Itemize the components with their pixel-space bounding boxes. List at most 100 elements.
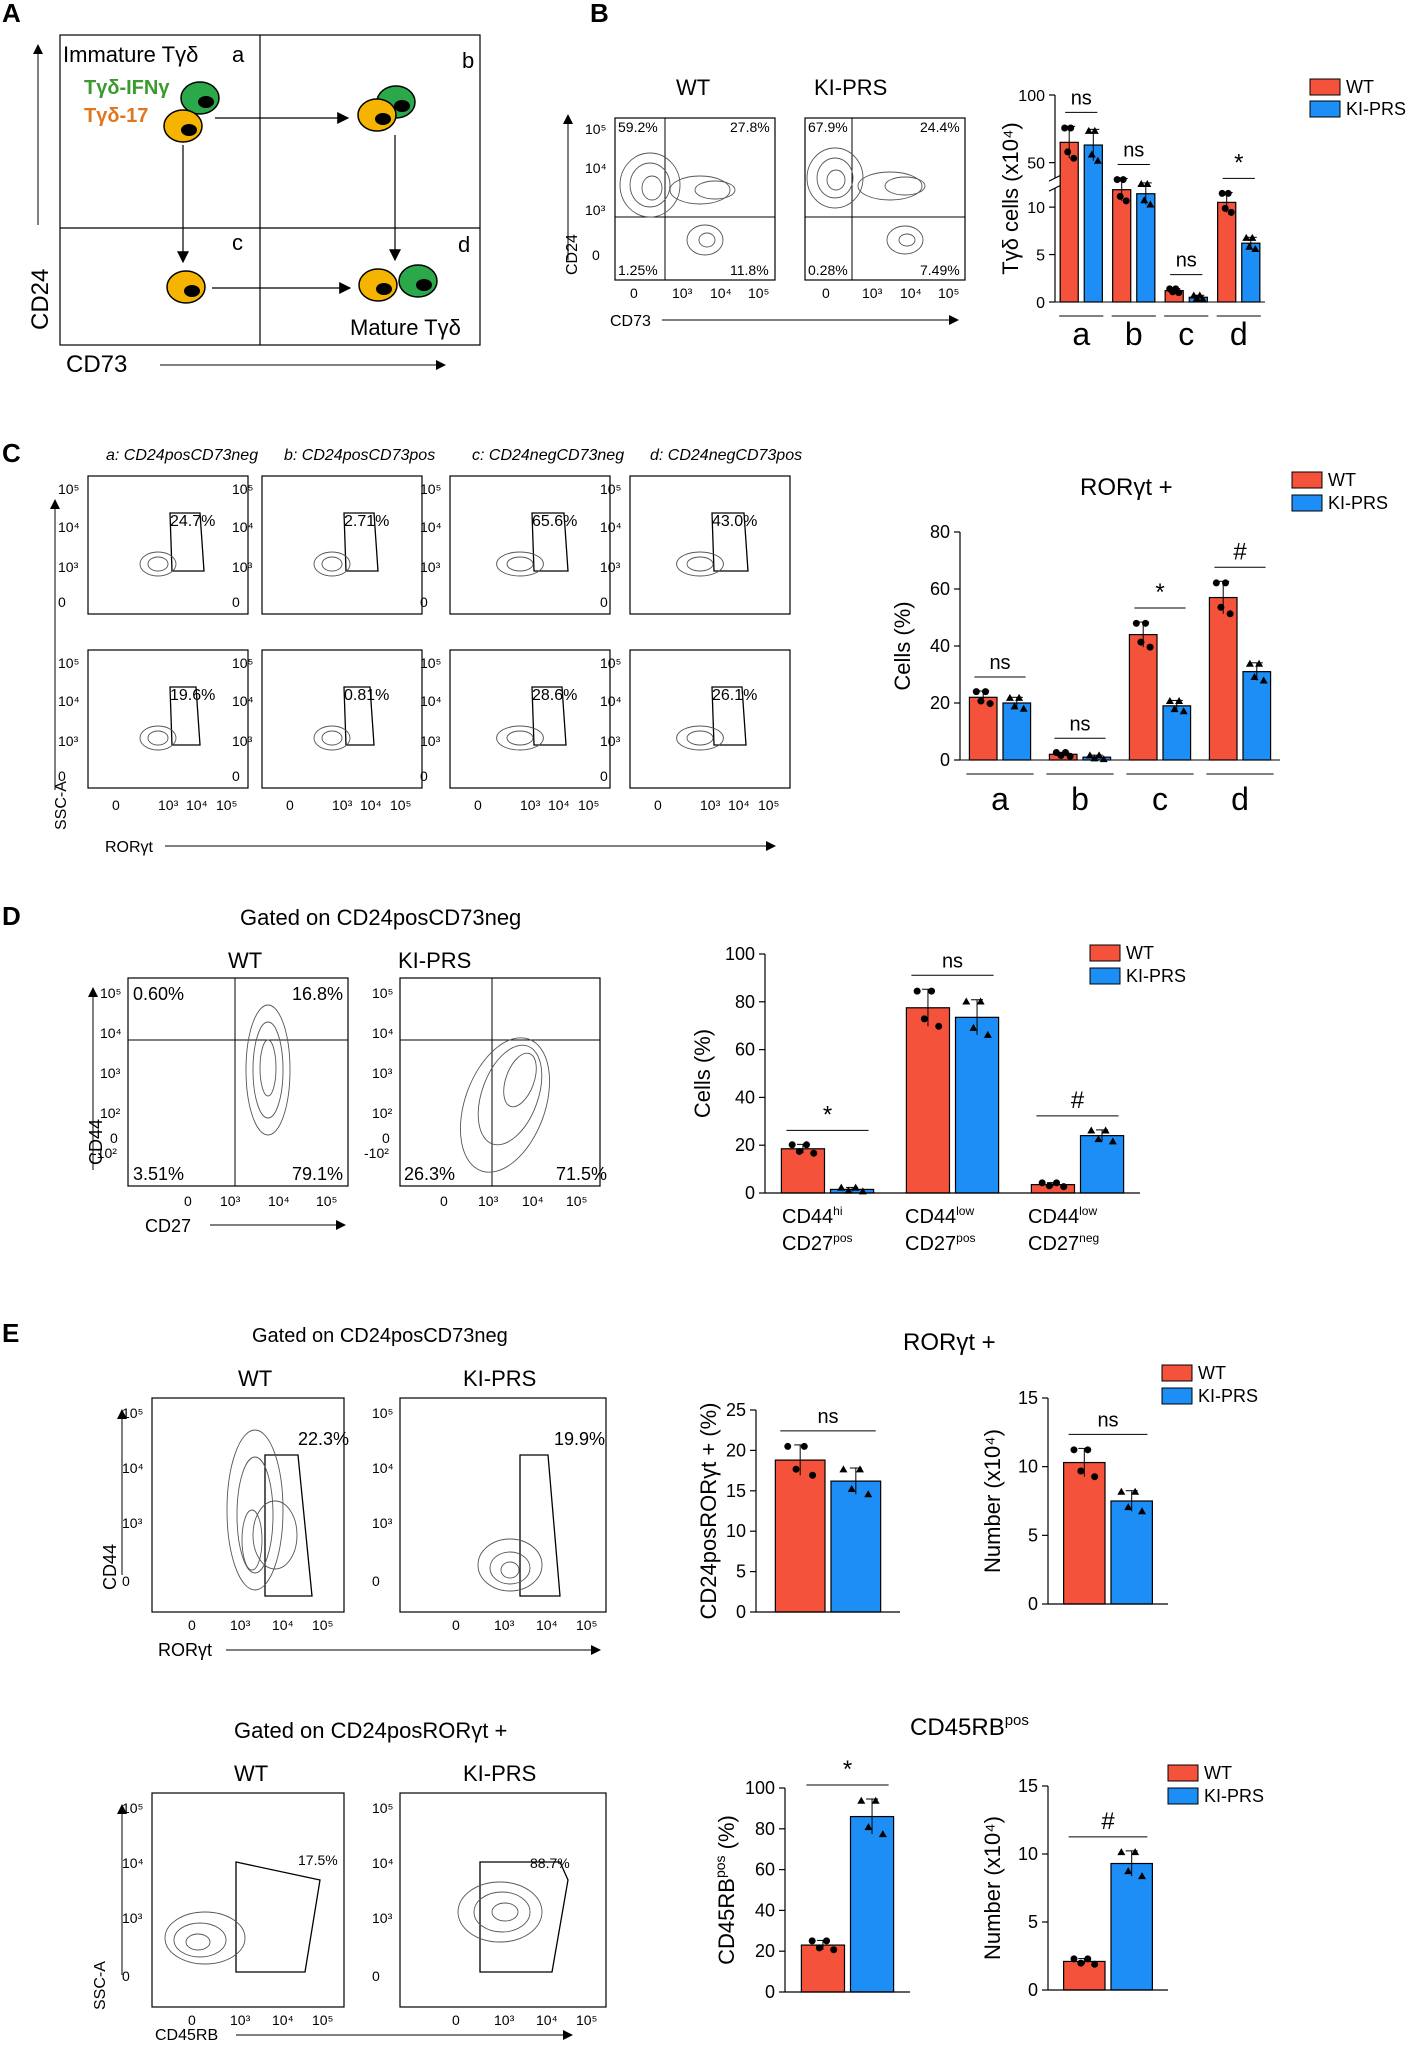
data-point [878,1830,887,1838]
data-point [792,1465,800,1473]
flow-e-xtick: 10⁵ [576,2012,597,2028]
flow-c-title-b: b: CD24posCD73pos [284,447,435,464]
legend-c-wt-swatch [1291,471,1323,489]
flow-d-wt-plot [127,977,349,1187]
flow-e-ytick: 0 [372,1573,380,1589]
flow-c-ytick: 10⁵ [600,655,621,671]
flow-d-ytick-0: 0 [110,1130,118,1146]
flow-b-wt-contours [619,152,736,256]
flow-c-ytick: 10³ [58,733,79,749]
flow-e-ytick: 10⁴ [372,1855,394,1871]
y-tick-label: 0 [940,750,950,770]
data-point [913,987,921,995]
flow-b-ki-xtick-103: 10³ [862,285,883,301]
flow-e1-wt-pct: 22.3% [298,1429,349,1449]
category-label: b [1125,316,1143,352]
flow-c-gate-a [169,512,205,572]
flow-c-title-c: c: CD24negCD73neg [472,447,624,464]
data-point [1179,707,1188,715]
flow-c-contour-inner-d [686,556,714,572]
y-tick-label: 100 [745,1778,775,1798]
flow-c-ytick: 10³ [232,559,253,575]
flow-c-ytick: 10⁴ [232,693,254,709]
flow-c-xtick: 10⁴ [360,797,382,813]
data-point [800,1442,808,1450]
y-axis-label: CD24posRORγt + (%) [696,1402,721,1619]
flow-c-ytick: 10⁵ [600,481,621,497]
flow-c-pct-b: 0.81% [344,687,389,704]
data-point [1131,1848,1140,1856]
data-point [1077,1959,1085,1967]
data-point [1005,693,1014,701]
flow-b-ki-title: KI-PRS [814,75,887,100]
y-tick-label: 15 [726,1481,746,1501]
data-point [977,697,985,705]
data-point [823,1937,831,1945]
flow-c-pct-b: 2.71% [344,513,389,530]
data-point [1070,1446,1078,1454]
panel-label-e: E [2,1318,19,1348]
flow-c-ytick: 0 [58,768,66,784]
flow-b-ki-plot [804,117,966,281]
data-point [1117,1848,1126,1856]
flow-e-xtick: 10³ [494,1617,515,1633]
panel-b-flow: B WT KI-PRS 59.2% 27.8% 1.25% 11.8% [563,0,966,330]
flow-d-ki-xtick-104: 10⁴ [522,1193,544,1209]
data-point [1122,197,1130,205]
y-tick-label: 20 [735,1135,755,1155]
data-point [1038,1179,1046,1187]
flow-b-xtick-105: 10⁵ [748,285,769,301]
flow-e1-ki: KI-PRS [463,1366,536,1391]
y-tick-label: 10 [1027,200,1045,217]
flow-e2-wt-contours [164,1911,246,1965]
bar-wt-0 [780,1148,826,1194]
flow-d-wt-contours [245,1004,291,1136]
flow-b-wt-ul: 59.2% [618,119,658,135]
flow-d-ki-xtick-0: 0 [440,1193,448,1209]
bar-chart-C_bar: 0 20 40 60 80 Cells (%) ns a ns b * c # d [890,522,1280,817]
significance-label: * [823,1101,832,1128]
d-cat1-line1: CD44hi [782,1204,842,1228]
flow-e-xtick: 10⁴ [536,1617,558,1633]
flow-e2-ki-pct: 88.7% [530,1855,570,1871]
data-point [1124,1503,1133,1511]
significance-label: ns [1123,139,1144,161]
legend-b-wt-swatch [1309,78,1341,96]
flow-e1-title: Gated on CD24posCD73neg [252,1325,508,1347]
flow-c-contour-a [139,551,177,577]
flow-b-ki-contours [806,147,926,255]
data-point [1221,204,1229,212]
bar-wt-0 [1059,141,1079,303]
y-tick-label: 0 [1028,1594,1038,1614]
data-point [1101,1126,1110,1134]
flow-c-ytick: 10⁵ [232,481,253,497]
flow-c-xtick: 0 [286,797,294,813]
flow-e-ticks: 10⁵ 10⁴ 10³ 0 10⁵ 10⁴ 10³ 0 10⁵ 10⁴ 10³ 0 10⁵ 10⁴ 10³ 0… [122,1405,597,2028]
data-point [1091,1473,1099,1481]
flow-b-wt-ll: 1.25% [618,262,658,278]
y-tick-label: 0 [1036,295,1045,312]
data-point [1087,1126,1096,1134]
flow-c-xtick: 0 [112,797,120,813]
flow-d-title: Gated on CD24posCD73neg [240,905,521,930]
flow-c-plot-wt-c [449,475,611,615]
data-point [1255,659,1264,667]
flow-d-ki-ytick-103: 10³ [372,1065,393,1081]
data-point [976,997,985,1005]
flow-e1-wt: WT [238,1366,272,1391]
data-point [1248,233,1257,241]
flow-b-xtick-104: 10⁴ [710,285,732,301]
data-point [864,1490,873,1498]
data-point [1010,702,1019,710]
flow-e-xtick: 10⁵ [312,1617,333,1633]
y-tick-label: 0 [1028,1980,1038,2000]
quadrant-d: d [458,232,470,257]
flow-b-ytick-103: 10³ [585,202,606,218]
y-tick-label: 50 [1027,156,1045,173]
flow-d-ytick-103: 10³ [100,1065,121,1081]
significance-label: ns [817,1406,838,1428]
legend-d-wt-label: WT [1126,943,1154,963]
flow-e-ytick: 0 [122,1968,130,1984]
legend-d-ki-swatch [1089,967,1121,985]
flow-c-gate-d [711,686,747,746]
